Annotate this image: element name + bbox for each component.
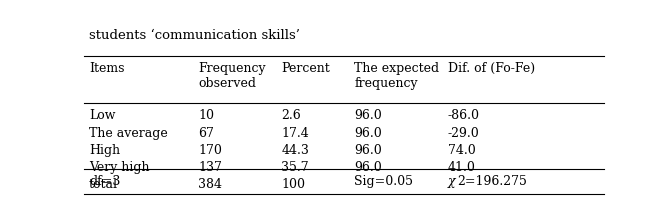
Text: 35.7: 35.7 — [282, 161, 309, 174]
Text: 2.6: 2.6 — [282, 109, 301, 122]
Text: 17.4: 17.4 — [282, 126, 309, 140]
Text: 96.0: 96.0 — [354, 126, 382, 140]
Text: The average: The average — [89, 126, 168, 140]
Text: -86.0: -86.0 — [448, 109, 480, 122]
Text: 96.0: 96.0 — [354, 144, 382, 157]
Text: Sig=0.05: Sig=0.05 — [354, 175, 413, 188]
Text: 2=196.275: 2=196.275 — [457, 175, 527, 188]
Text: 96.0: 96.0 — [354, 109, 382, 122]
Text: The expected
frequency: The expected frequency — [354, 62, 440, 90]
Text: 67: 67 — [199, 126, 214, 140]
Text: -29.0: -29.0 — [448, 126, 480, 140]
Text: 74.0: 74.0 — [448, 144, 476, 157]
Text: Percent: Percent — [282, 62, 330, 75]
Text: Frequency
observed: Frequency observed — [199, 62, 266, 90]
Text: df=3: df=3 — [89, 175, 121, 188]
Text: 384: 384 — [199, 178, 222, 191]
Text: 100: 100 — [282, 178, 305, 191]
Text: 44.3: 44.3 — [282, 144, 309, 157]
Text: 170: 170 — [199, 144, 222, 157]
Text: High: High — [89, 144, 120, 157]
Text: 41.0: 41.0 — [448, 161, 476, 174]
Text: Low: Low — [89, 109, 115, 122]
Text: 10: 10 — [199, 109, 214, 122]
Text: Very high: Very high — [89, 161, 150, 174]
Text: total: total — [89, 178, 118, 191]
Text: students ‘communication skills’: students ‘communication skills’ — [89, 29, 300, 42]
Text: χ: χ — [448, 175, 456, 188]
Text: 96.0: 96.0 — [354, 161, 382, 174]
Text: 137: 137 — [199, 161, 222, 174]
Text: Dif. of (Fo-Fe): Dif. of (Fo-Fe) — [448, 62, 535, 75]
Text: Items: Items — [89, 62, 125, 75]
